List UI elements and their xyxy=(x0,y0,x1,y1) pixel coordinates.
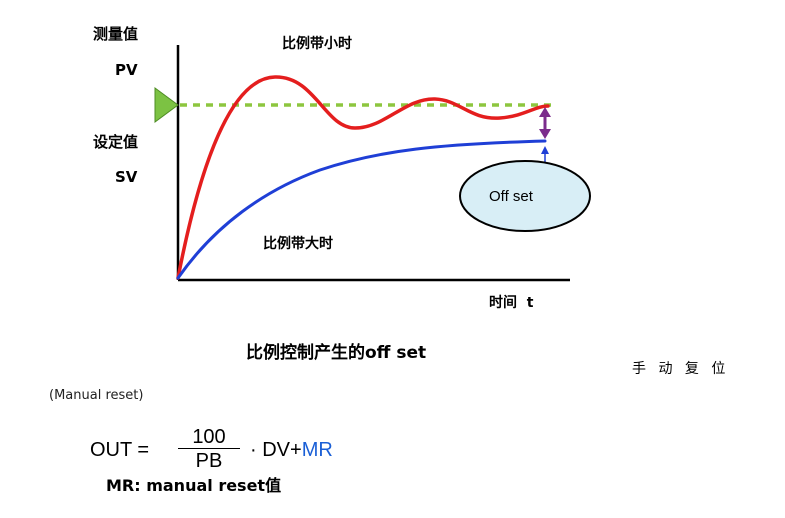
offset-arrow-up-icon xyxy=(539,107,551,117)
offset-callout xyxy=(459,160,591,232)
y-label-sv: SV xyxy=(115,168,138,186)
formula-rhs: · DV+MR xyxy=(250,439,333,462)
formula-dv-term: · DV+ xyxy=(250,439,302,461)
formula-numerator: 100 xyxy=(192,426,226,448)
figure-caption: 比例控制产生的off set xyxy=(246,343,427,363)
formula-fraction: 100 PB xyxy=(178,426,240,473)
setpoint-marker-icon xyxy=(154,87,179,123)
x-axis-label: 时间 t xyxy=(489,294,534,311)
offset-arrow-down-icon xyxy=(539,129,551,139)
manual-reset-label: (Manual reset) xyxy=(49,388,144,403)
fraction-bar xyxy=(178,448,240,449)
formula-denominator: PB xyxy=(195,450,223,472)
small-pb-curve xyxy=(176,75,550,280)
proportional-control-diagram: 测量值 PV 设定值 SV 比例带小时 比例带大时 Off set 时间 t xyxy=(93,25,591,311)
y-label-pv: PV xyxy=(115,61,138,79)
offset-pointer-icon xyxy=(541,146,549,154)
manual-reset-heading: 手 动 复 位 xyxy=(632,361,730,377)
y-label-setpoint: 设定值 xyxy=(93,133,138,151)
y-label-measured: 测量值 xyxy=(93,25,138,43)
formula-mr-term: MR xyxy=(301,439,333,461)
curve-large-pb-label: 比例带大时 xyxy=(263,235,333,252)
mr-definition: MR: manual reset值 xyxy=(106,476,282,495)
formula-lhs: OUT = xyxy=(90,439,150,461)
large-pb-curve xyxy=(176,139,547,280)
offset-label: Off set xyxy=(489,188,534,205)
curve-small-pb-label: 比例带小时 xyxy=(282,35,352,52)
